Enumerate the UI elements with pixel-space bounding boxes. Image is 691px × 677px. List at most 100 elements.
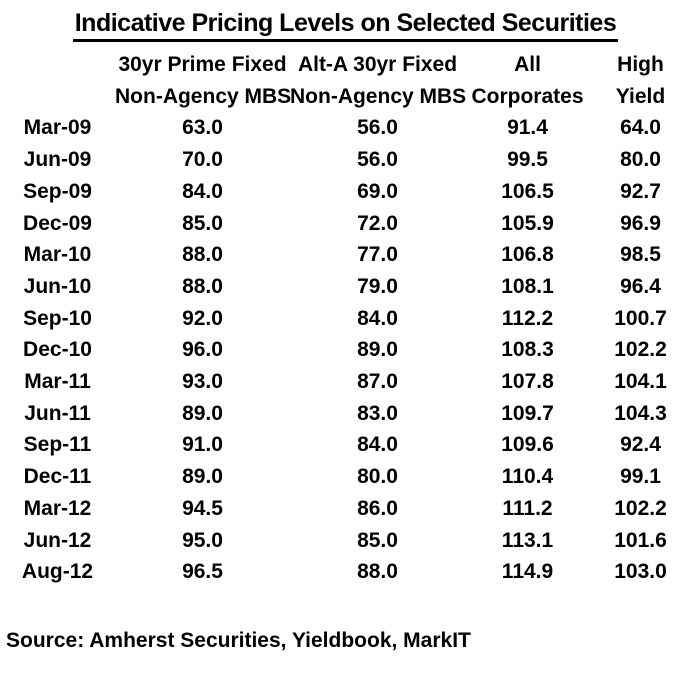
column-header-alta-line2: Non-Agency MBS (290, 84, 467, 108)
table-row: Sep-11 91.0 84.0 109.6 92.4 (0, 429, 691, 461)
table-cell: 63.0 (182, 116, 223, 140)
row-label: Mar-11 (24, 370, 91, 394)
table-cell: 85.0 (182, 211, 223, 235)
corner-cell (0, 49, 115, 81)
corner-cell (0, 81, 115, 113)
table-cell: 89.0 (357, 338, 398, 362)
table-cell: 100.7 (614, 306, 667, 330)
table-cell: 89.0 (182, 401, 223, 425)
column-header-highyield-line2: Yield (615, 84, 666, 108)
header-row-1: 30yr Prime Fixed Alt-A 30yr Fixed All Hi… (0, 49, 691, 81)
row-label: Dec-10 (23, 338, 92, 362)
table-cell: 102.2 (614, 338, 667, 362)
table-cell: 91.0 (182, 433, 223, 457)
table-cell: 111.2 (502, 496, 553, 520)
table-cell: 79.0 (357, 274, 398, 298)
table-cell: 70.0 (182, 148, 223, 172)
table-cell: 92.0 (182, 306, 223, 330)
table-cell: 88.0 (357, 560, 398, 584)
table-cell: 105.9 (501, 211, 554, 235)
row-label: Aug-12 (21, 560, 94, 584)
column-header-highyield-line1: High (617, 53, 664, 76)
table-cell: 109.7 (501, 401, 554, 425)
table-cell: 80.0 (620, 148, 661, 172)
row-label: Dec-11 (23, 465, 92, 489)
table-cell: 96.0 (182, 338, 223, 362)
table-cell: 96.9 (620, 211, 661, 235)
table-row: Jun-11 89.0 83.0 109.7 104.3 (0, 398, 691, 430)
table-cell: 72.0 (357, 211, 398, 235)
table-row: Dec-10 96.0 89.0 108.3 102.2 (0, 334, 691, 366)
table-cell: 94.5 (182, 496, 223, 520)
table-row: Dec-09 85.0 72.0 105.9 96.9 (0, 208, 691, 240)
table-cell: 114.9 (501, 560, 554, 584)
table-cell: 88.0 (182, 274, 223, 298)
row-label: Mar-09 (23, 116, 92, 140)
table-cell: 56.0 (357, 116, 398, 140)
row-label: Jun-12 (23, 528, 92, 552)
table-cell: 87.0 (357, 370, 398, 394)
table-row: Sep-10 92.0 84.0 112.2 100.7 (0, 303, 691, 335)
table-cell: 64.0 (620, 116, 661, 140)
table-cell: 96.5 (182, 560, 223, 584)
table-row: Mar-09 63.0 56.0 91.4 64.0 (0, 112, 691, 144)
table-cell: 83.0 (357, 401, 398, 425)
title-container: Indicative Pricing Levels on Selected Se… (0, 0, 691, 42)
column-header-alta-line1: Alt-A 30yr Fixed (297, 53, 458, 76)
table-cell: 106.5 (501, 179, 554, 203)
table-row: Jun-10 88.0 79.0 108.1 96.4 (0, 271, 691, 303)
table-cell: 88.0 (182, 243, 223, 267)
table-row: Dec-11 89.0 80.0 110.4 99.1 (0, 461, 691, 493)
table-cell: 110.4 (501, 465, 554, 489)
table-cell: 104.3 (614, 401, 667, 425)
table-cell: 84.0 (182, 179, 223, 203)
table-cell: 98.5 (620, 243, 661, 267)
column-header-corporates-line2: Corporates (471, 84, 584, 108)
table-cell: 56.0 (357, 148, 398, 172)
page-title: Indicative Pricing Levels on Selected Se… (72, 9, 619, 42)
table-row: Aug-12 96.5 88.0 114.9 103.0 (0, 556, 691, 588)
table-cell: 93.0 (182, 370, 223, 394)
row-label: Sep-11 (23, 433, 92, 457)
table-row: Jun-12 95.0 85.0 113.1 101.6 (0, 525, 691, 557)
row-label: Sep-09 (23, 179, 92, 203)
table-row: Mar-10 88.0 77.0 106.8 98.5 (0, 239, 691, 271)
table-row: Sep-09 84.0 69.0 106.5 92.7 (0, 176, 691, 208)
pricing-table: 30yr Prime Fixed Alt-A 30yr Fixed All Hi… (0, 49, 691, 588)
table-cell: 113.1 (501, 528, 554, 552)
table-cell: 99.1 (620, 465, 661, 489)
row-label: Dec-09 (23, 211, 92, 235)
table-cell: 84.0 (357, 306, 398, 330)
header-row-2: Non-Agency MBS Non-Agency MBS Corporates… (0, 81, 691, 113)
table-cell: 107.8 (501, 370, 554, 394)
table-cell: 112.2 (501, 306, 554, 330)
source-note: Source: Amherst Securities, Yieldbook, M… (6, 628, 471, 652)
table-cell: 92.4 (620, 433, 661, 457)
table-cell: 104.1 (614, 370, 667, 394)
table-cell: 80.0 (357, 465, 398, 489)
table-cell: 108.3 (501, 338, 554, 362)
table-cell: 84.0 (357, 433, 398, 457)
row-label: Jun-09 (23, 148, 92, 172)
table-body: Mar-09 63.0 56.0 91.4 64.0 Jun-09 70.0 56.0 99.5… (0, 112, 691, 588)
table-cell: 95.0 (182, 528, 223, 552)
table-cell: 101.6 (614, 528, 667, 552)
table-cell: 103.0 (614, 560, 667, 584)
table-cell: 108.1 (501, 274, 554, 298)
row-label: Mar-12 (23, 496, 92, 520)
table-row: Jun-09 70.0 56.0 99.5 80.0 (0, 144, 691, 176)
table-row: Mar-11 93.0 87.0 107.8 104.1 (0, 366, 691, 398)
table-cell: 106.8 (501, 243, 554, 267)
table-cell: 109.6 (501, 433, 554, 457)
table-cell: 86.0 (357, 496, 398, 520)
row-label: Jun-11 (24, 401, 91, 425)
table-cell: 91.4 (507, 116, 548, 140)
table-row: Mar-12 94.5 86.0 111.2 102.2 (0, 493, 691, 525)
table-cell: 77.0 (357, 243, 398, 267)
row-label: Mar-10 (23, 243, 92, 267)
row-label: Jun-10 (23, 274, 92, 298)
table-cell: 69.0 (357, 179, 398, 203)
column-header-prime-line1: 30yr Prime Fixed (118, 53, 287, 76)
column-header-prime-line2: Non-Agency MBS (115, 84, 292, 108)
